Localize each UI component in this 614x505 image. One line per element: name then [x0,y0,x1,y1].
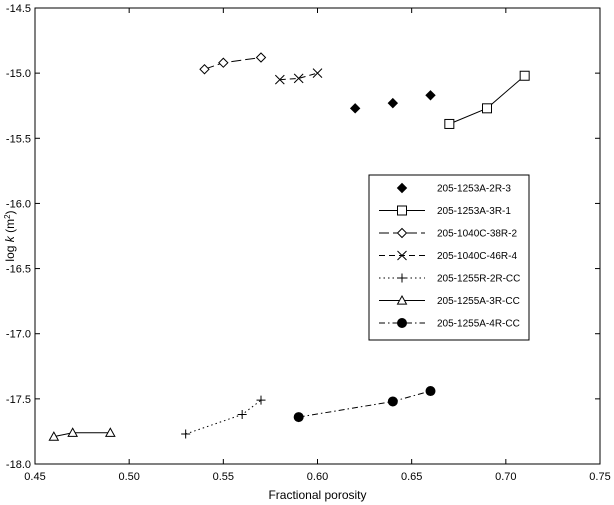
legend-label-6: 205-1255A-4R-CC [437,319,520,330]
legend-marker-0 [396,182,408,194]
legend-label-4: 205-1255R-2R-CC [437,274,520,285]
x-tick-label: 0.55 [213,471,234,483]
data-point-series-1 [519,70,530,81]
data-point-series-5 [104,427,116,437]
series-markers [48,52,530,441]
y-axis-title-superscript: 2 [3,214,12,219]
data-point-series-0 [349,103,361,114]
data-point-series-3 [312,68,323,78]
y-axis-title-unit: (m [3,219,17,236]
y-axis-title-close: ) [3,210,17,214]
legend: 205-1253A-2R-3 205-1253A-3R-1 205-1040C-38… [368,174,530,341]
legend-marker-6 [397,318,407,328]
legend-label-2: 205-1040C-38R-2 [437,229,517,240]
x-tick-label: 0.70 [495,471,516,483]
legend-marker-1 [397,205,407,216]
x-tick-label: 0.60 [307,471,328,483]
data-point-series-3 [274,74,285,85]
y-tick-label: -15.0 [6,68,31,80]
data-point-series-5 [48,431,60,441]
y-tick-label: -17.0 [6,329,31,341]
data-point-series-1 [444,118,455,129]
data-point-series-2 [218,57,229,68]
legend-marker-4 [397,273,407,283]
data-point-series-2 [255,52,267,63]
data-point-series-4 [237,409,247,419]
series-line-3 [279,72,318,81]
y-axis-title: log k (m2) [3,210,17,261]
y-tick-label: -14.5 [6,3,31,15]
data-point-series-4 [256,395,266,405]
data-point-series-4 [181,429,191,439]
y-tick-label: -18.0 [6,459,31,471]
y-tick-label: -16.0 [6,198,31,210]
x-tick-label: 0.50 [118,471,139,483]
data-point-series-0 [425,90,436,101]
x-tick-label: 0.45 [24,471,45,483]
legend-marker-2 [396,227,408,239]
legend-box [368,174,530,341]
data-point-series-6 [293,412,304,423]
y-axis-title-prefix: log [3,242,17,261]
y-tick-label: -16.5 [6,264,31,276]
legend-label-0: 205-1253A-2R-3 [437,184,511,195]
legend-label-3: 205-1040C-46R-4 [437,251,517,262]
data-point-series-3 [293,73,304,84]
data-point-series-5 [67,427,79,437]
legend-label-1: 205-1253A-3R-1 [437,206,511,217]
x-tick-label: 0.65 [401,471,422,483]
data-point-series-6 [387,396,398,407]
data-point-series-6 [425,386,436,397]
y-tick-label: -17.5 [6,394,31,406]
legend-marker-5 [396,294,408,305]
data-point-series-0 [387,97,399,109]
axis-ticks: 0.45 0.50 0.55 0.60 0.65 0.70 0.75 -14.5 -15.0 -1… [6,3,611,483]
x-tick-label: 0.75 [589,471,610,483]
y-tick-label: -15.5 [6,133,31,145]
legend-label-5: 205-1255A-3R-CC [437,296,520,307]
data-point-series-1 [482,103,492,114]
x-axis-title: Fractional porosity [268,488,366,502]
y-axis-title-variable: k [3,235,17,242]
data-point-series-2 [199,64,210,75]
legend-marker-3 [397,250,407,261]
